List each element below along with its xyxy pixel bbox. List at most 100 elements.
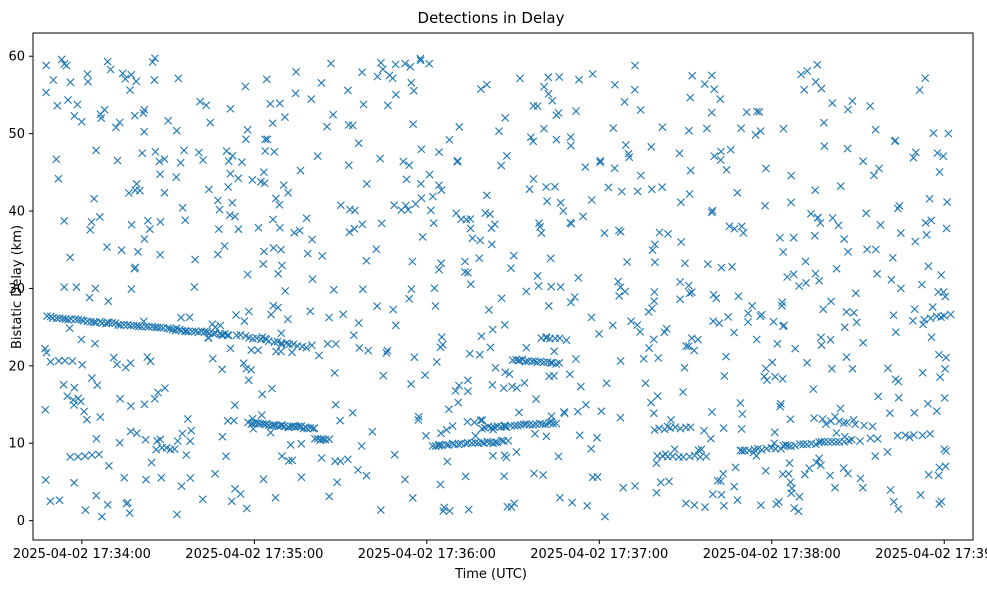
data-point <box>471 431 480 440</box>
data-point <box>690 346 699 355</box>
data-point <box>160 188 169 197</box>
data-point <box>742 108 751 117</box>
data-point <box>348 121 357 130</box>
data-point <box>285 340 294 349</box>
data-point <box>229 416 238 425</box>
data-point <box>770 428 779 437</box>
data-point <box>809 385 818 394</box>
data-point <box>254 223 263 232</box>
data-point <box>530 469 538 478</box>
data-point <box>917 280 926 289</box>
data-point <box>831 483 839 492</box>
plot-frame <box>32 32 974 541</box>
data-point <box>156 217 165 226</box>
data-point <box>725 222 734 231</box>
data-point <box>391 60 400 69</box>
data-point <box>497 161 506 170</box>
data-point <box>435 440 444 449</box>
data-point <box>406 62 415 71</box>
data-point <box>771 372 780 381</box>
data-point <box>529 421 537 429</box>
data-point <box>66 78 75 87</box>
data-point <box>581 163 590 172</box>
data-point <box>684 342 693 351</box>
data-point <box>647 185 656 194</box>
data-point <box>111 123 120 132</box>
y-axis: 0 10 20 30 40 50 60 <box>8 50 33 529</box>
data-point <box>266 99 275 108</box>
data-point <box>504 436 513 445</box>
data-point <box>716 477 725 485</box>
data-point <box>802 278 810 287</box>
data-point <box>487 240 496 249</box>
data-point <box>779 248 788 256</box>
data-point <box>244 307 253 316</box>
data-point <box>100 105 109 114</box>
data-point <box>572 107 580 116</box>
data-point <box>851 420 860 429</box>
data-point <box>95 450 103 459</box>
data-point <box>713 476 722 485</box>
data-point <box>318 251 327 260</box>
data-point <box>331 457 340 466</box>
data-point <box>104 461 113 470</box>
data-point <box>910 408 919 417</box>
data-point <box>891 375 900 384</box>
data-point <box>863 245 872 254</box>
data-point <box>271 493 280 502</box>
data-point <box>733 188 742 197</box>
data-point <box>401 475 409 484</box>
data-point <box>875 164 884 173</box>
data-point <box>275 99 284 108</box>
data-point <box>817 84 826 93</box>
data-point <box>377 219 386 228</box>
data-point <box>832 264 841 273</box>
data-point <box>539 124 548 133</box>
data-point <box>482 191 491 200</box>
data-point <box>842 307 851 316</box>
data-point <box>682 499 690 508</box>
data-point <box>409 120 418 129</box>
data-point <box>728 262 737 271</box>
data-point <box>182 327 190 336</box>
data-point <box>180 146 188 155</box>
data-point <box>755 107 764 116</box>
data-point <box>909 153 918 162</box>
data-point <box>762 376 771 385</box>
data-point <box>72 283 81 292</box>
data-point <box>91 339 99 348</box>
data-point <box>748 301 757 310</box>
data-point <box>115 118 124 127</box>
data-point <box>156 170 165 179</box>
data-point <box>263 135 272 144</box>
data-point <box>842 353 851 362</box>
data-point <box>522 420 531 428</box>
data-point <box>482 80 491 89</box>
data-point <box>281 287 290 295</box>
data-point <box>60 59 69 68</box>
data-point <box>791 344 800 353</box>
data-point <box>461 257 469 266</box>
data-point <box>621 141 630 149</box>
data-point <box>289 340 298 349</box>
data-point <box>866 102 875 110</box>
data-point <box>391 90 400 99</box>
data-point <box>191 327 200 336</box>
data-point <box>719 501 728 510</box>
data-point <box>224 157 233 166</box>
data-point <box>307 341 316 350</box>
data-point <box>251 418 260 427</box>
data-point <box>799 440 808 449</box>
data-point <box>570 293 579 301</box>
data-point <box>240 317 249 326</box>
data-point <box>234 225 243 234</box>
data-point <box>302 214 311 223</box>
data-point <box>297 422 306 431</box>
data-point <box>597 407 606 416</box>
data-point <box>228 151 237 160</box>
data-point <box>831 438 840 446</box>
data-point <box>117 246 126 255</box>
data-point <box>476 416 485 425</box>
data-point <box>411 200 420 208</box>
data-point <box>425 170 434 179</box>
